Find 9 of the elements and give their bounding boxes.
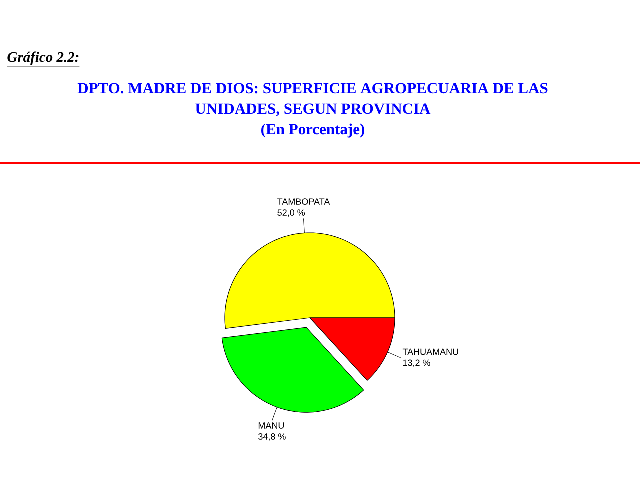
chart-subtitle: (En Porcentaje) — [262, 124, 364, 138]
chart-title: DPTO. MADRE DE DIOS: SUPERFICIE AGROPECUARIA DE LAS UNIDADES, SEGUN PROVINCIA — [78, 83, 548, 116]
data-label: 34,8 % — [258, 434, 286, 441]
data-label: 52,0 % — [278, 210, 306, 218]
data-label: 13,2 % — [403, 360, 430, 368]
slice-label: MANU — [258, 422, 284, 429]
text: Gráfico 2.2: — [8, 52, 79, 66]
slice-label: TAHUAMANU — [402, 348, 458, 356]
slice-label: TAMBOPATA — [278, 198, 330, 205]
